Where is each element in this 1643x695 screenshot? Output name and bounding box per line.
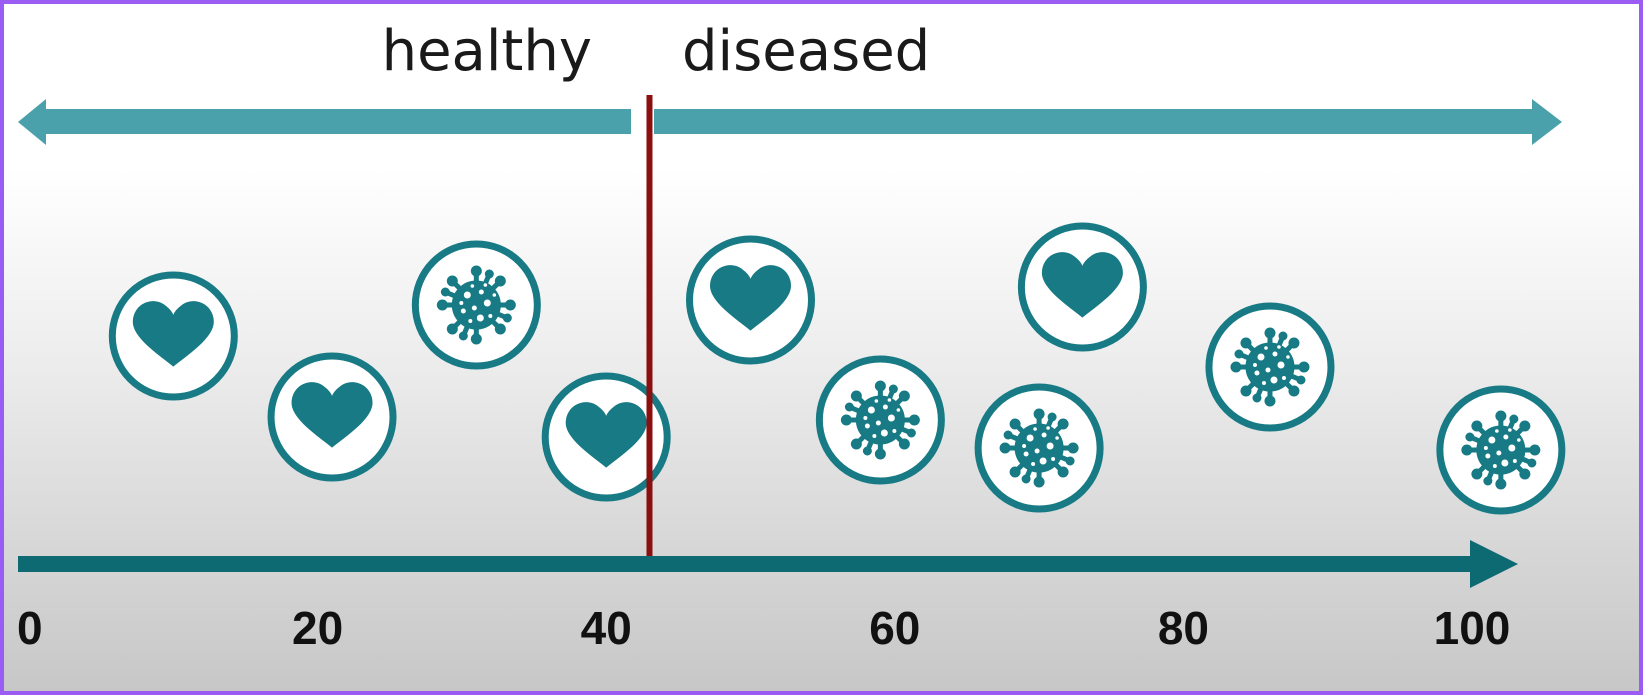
sample-marker xyxy=(1436,385,1566,515)
x-axis xyxy=(18,540,1518,588)
diseased-label: diseased xyxy=(682,19,930,84)
virus-icon xyxy=(841,381,919,459)
sample-marker xyxy=(108,271,238,401)
sample-marker xyxy=(411,240,541,370)
virus-icon xyxy=(1231,328,1309,406)
sample-marker xyxy=(974,383,1104,513)
tick-label: 80 xyxy=(1158,602,1209,654)
tick-label: 60 xyxy=(869,602,920,654)
tick-label: 100 xyxy=(1434,602,1511,654)
sample-marker xyxy=(815,355,945,485)
virus-icon xyxy=(1000,409,1078,487)
healthy-region-arrow xyxy=(18,99,631,145)
tick-label: 20 xyxy=(292,602,343,654)
tick-label: 0 xyxy=(17,602,43,654)
sample-marker xyxy=(686,235,815,365)
diseased-region-arrow xyxy=(654,99,1562,145)
virus-icon xyxy=(437,266,515,344)
sample-marker xyxy=(1205,302,1335,432)
healthy-label: healthy xyxy=(382,19,592,84)
sample-marker xyxy=(267,352,397,482)
virus-icon xyxy=(1462,411,1540,489)
tick-label: 40 xyxy=(581,602,632,654)
x-axis-tick-labels: 0 20 40 60 80 100 xyxy=(17,602,1510,654)
sample-marker xyxy=(1017,222,1147,352)
sample-markers xyxy=(108,222,1566,515)
sample-marker xyxy=(541,372,671,502)
